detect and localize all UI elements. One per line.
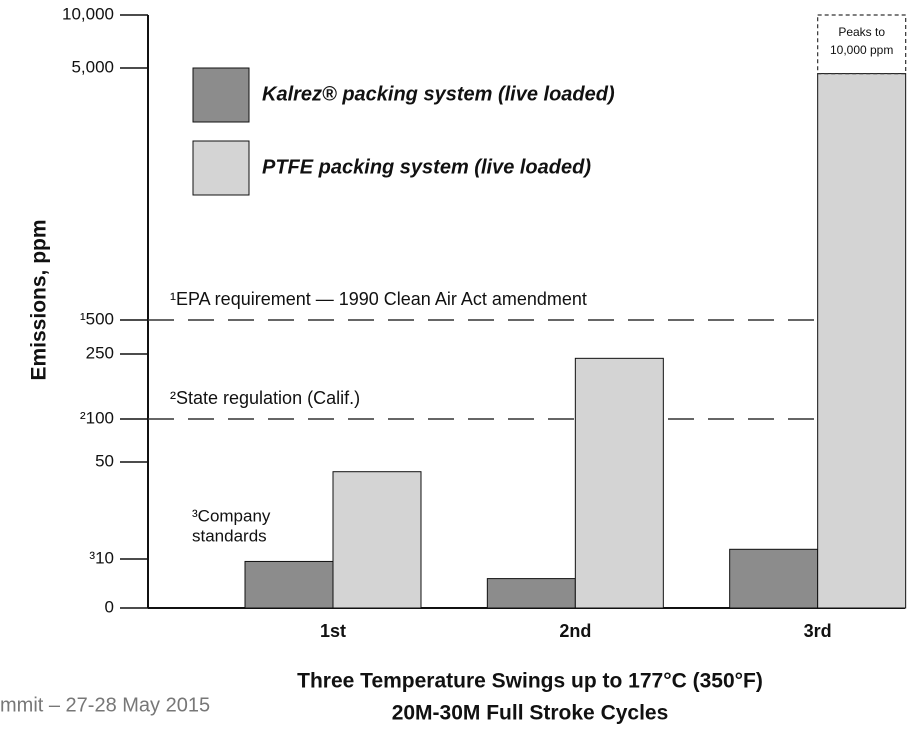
y-tick-label: ³10 bbox=[89, 548, 114, 567]
peak-label: 10,000 ppm bbox=[830, 43, 893, 57]
x-axis-label: Three Temperature Swings up to 177°C (35… bbox=[297, 670, 763, 693]
peak-box bbox=[817, 14, 907, 75]
bar bbox=[486, 578, 576, 609]
company-note: ³Company bbox=[192, 506, 271, 525]
x-tick-label: 1st bbox=[320, 621, 346, 641]
reference-label: ²State regulation (Calif.) bbox=[170, 388, 360, 408]
y-tick-label: 5,000 bbox=[71, 57, 114, 76]
bar bbox=[332, 471, 422, 609]
bar bbox=[729, 548, 819, 609]
company-note: standards bbox=[192, 526, 267, 545]
legend-swatch bbox=[192, 140, 250, 196]
y-tick-label: 250 bbox=[86, 343, 114, 362]
y-tick-label: 10,000 bbox=[62, 4, 114, 23]
y-tick-label: 50 bbox=[95, 451, 114, 470]
peak-label: Peaks to bbox=[838, 25, 885, 39]
reference-label: ¹EPA requirement — 1990 Clean Air Act am… bbox=[170, 289, 587, 309]
x-axis-label: 20M-30M Full Stroke Cycles bbox=[392, 702, 669, 725]
legend-label: PTFE packing system (live loaded) bbox=[262, 156, 591, 178]
y-tick-label: ¹500 bbox=[80, 309, 114, 328]
y-tick-label: ²100 bbox=[80, 408, 114, 427]
bar bbox=[817, 73, 907, 609]
bar bbox=[244, 560, 334, 609]
legend-label: Kalrez® packing system (live loaded) bbox=[262, 83, 615, 105]
bar bbox=[574, 357, 664, 609]
x-tick-label: 2nd bbox=[559, 621, 591, 641]
x-tick-label: 3rd bbox=[804, 621, 832, 641]
y-axis-label: Emissions, ppm bbox=[28, 219, 51, 380]
y-tick-label: 0 bbox=[105, 597, 114, 616]
footer: mmit – 27-28 May 2015 bbox=[0, 694, 210, 716]
legend-swatch bbox=[192, 67, 250, 123]
